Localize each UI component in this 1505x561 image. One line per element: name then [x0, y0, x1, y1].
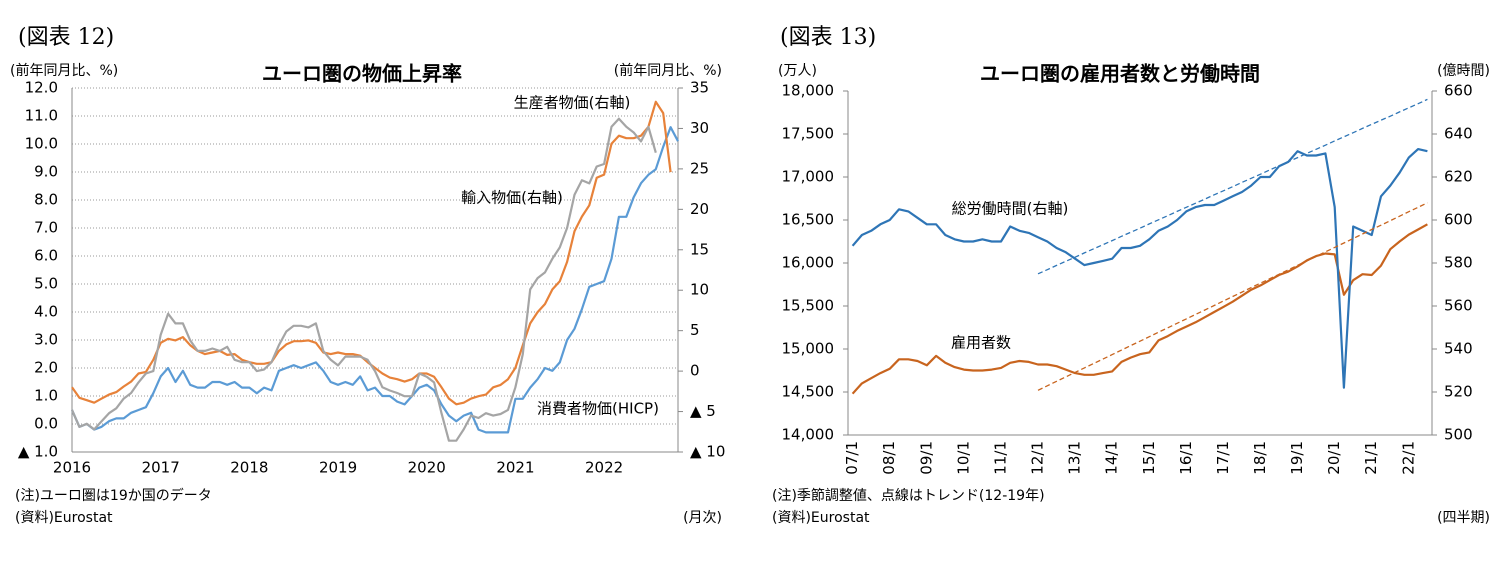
x-tick-label: 2022 [585, 459, 623, 477]
y-tick-label: 2.0 [34, 359, 58, 377]
y2-tick-label: 15 [690, 240, 709, 258]
y-tick-label: 3.0 [34, 331, 58, 349]
y-tick-label: 9.0 [34, 163, 58, 181]
x-tick-label: 08/1 [880, 441, 898, 475]
x-tick-label: 07/1 [843, 441, 861, 475]
y2-tick-label: 580 [1444, 254, 1473, 272]
y-tick-label: 18,000 [782, 82, 835, 100]
y2-tick-label: 30 [690, 119, 709, 137]
y-tick-label: 12.0 [25, 79, 58, 97]
y2-tick-label: 20 [690, 200, 709, 218]
x-tick-label: 2018 [230, 459, 268, 477]
y2-tick-label: 25 [690, 159, 709, 177]
y-tick-label: 6.0 [34, 247, 58, 265]
y-tick-label: 5.0 [34, 275, 58, 293]
line [851, 148, 1428, 389]
y-tick-label: 14,000 [782, 426, 835, 444]
y2-tick-label: 5 [690, 321, 700, 339]
x-tick-label: 15/1 [1140, 441, 1158, 475]
y-tick-label: 4.0 [34, 303, 58, 321]
x-tick-label: 2019 [319, 459, 357, 477]
x-tick-label: 09/1 [917, 441, 935, 475]
x-tick-label: 11/1 [991, 441, 1009, 475]
y2-tick-label: ▲ 10 [690, 443, 725, 461]
x-tick-label: 16/1 [1177, 441, 1195, 475]
figure-label: (図表 12) [18, 25, 114, 50]
figure-label: (図表 13) [780, 25, 876, 50]
y-tick-label: 14,500 [782, 383, 835, 401]
x-tick-label: 10/1 [954, 441, 972, 475]
x-unit: (月次) [683, 510, 722, 526]
y2-tick-label: 620 [1444, 168, 1473, 186]
y-tick-label: 0.0 [34, 415, 58, 433]
source: (資料)Eurostat [15, 510, 113, 526]
x-tick-label: 21/1 [1362, 441, 1380, 475]
title: ユーロ圏の雇用者数と労働時間 [980, 62, 1260, 86]
x-tick-label: 2017 [142, 459, 180, 477]
trend-line [1037, 98, 1428, 275]
y-tick-label: 8.0 [34, 191, 58, 209]
line [70, 117, 657, 442]
x-tick-label: 2020 [408, 459, 446, 477]
y2-tick-label: ▲ 5 [690, 402, 716, 420]
x-tick-label: 14/1 [1103, 441, 1121, 475]
x-unit: (四半期) [1437, 510, 1490, 526]
series-label: 雇用者数 [951, 334, 1011, 352]
line [70, 126, 679, 434]
x-tick-label: 22/1 [1399, 441, 1417, 475]
y2-tick-label: 0 [690, 362, 700, 380]
y-label: (万人) [778, 63, 817, 79]
x-tick-label: 20/1 [1325, 441, 1343, 475]
source: (資料)Eurostat [772, 510, 870, 526]
x-tick-label: 19/1 [1288, 441, 1306, 475]
series-label: 消費者物価(HICP) [537, 400, 659, 418]
y-tick-label: 11.0 [25, 107, 58, 125]
y2-tick-label: 500 [1444, 426, 1473, 444]
y2-tick-label: 540 [1444, 340, 1473, 358]
series-label: 総労働時間(右軸) [952, 200, 1069, 218]
y-label: (前年同月比、%) [10, 62, 118, 79]
y-tick-label: 17,500 [782, 125, 835, 143]
series-label: 生産者物価(右軸) [514, 94, 631, 112]
y-tick-label: ▲ 1.0 [18, 443, 58, 461]
x-tick-label: 2016 [53, 459, 91, 477]
y-tick-label: 1.0 [34, 387, 58, 405]
note: (注)季節調整値、点線はトレンド(12-19年) [772, 487, 1045, 504]
y2-tick-label: 10 [690, 281, 709, 299]
y2-label: (前年同月比、%) [614, 62, 722, 79]
y-tick-label: 16,000 [782, 254, 835, 272]
x-tick-label: 17/1 [1214, 441, 1232, 475]
line [851, 223, 1428, 395]
y2-label: (億時間) [1437, 63, 1490, 79]
series-label: 輸入物価(右軸) [461, 189, 563, 207]
y2-tick-label: 560 [1444, 297, 1473, 315]
x-tick-label: 18/1 [1251, 441, 1269, 475]
note: (注)ユーロ圏は19か国のデータ [15, 487, 212, 504]
y-tick-label: 15,500 [782, 297, 835, 315]
y-tick-label: 10.0 [25, 135, 58, 153]
y2-tick-label: 660 [1444, 82, 1473, 100]
title: ユーロ圏の物価上昇率 [262, 62, 462, 86]
y2-tick-label: 640 [1444, 125, 1473, 143]
y2-tick-label: 35 [690, 79, 709, 97]
y-tick-label: 17,000 [782, 168, 835, 186]
y2-tick-label: 600 [1444, 211, 1473, 229]
trend-line [1037, 202, 1428, 391]
x-tick-label: 12/1 [1029, 441, 1047, 475]
y-tick-label: 15,000 [782, 340, 835, 358]
y-tick-label: 7.0 [34, 219, 58, 237]
y2-tick-label: 520 [1444, 383, 1473, 401]
y-tick-label: 16,500 [782, 211, 835, 229]
x-tick-label: 13/1 [1066, 441, 1084, 475]
x-tick-label: 2021 [496, 459, 534, 477]
line [71, 100, 672, 406]
